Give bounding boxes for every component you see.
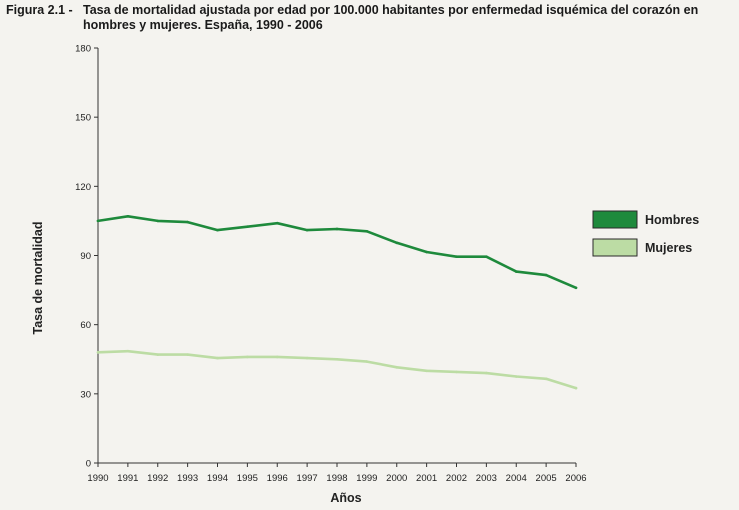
y-axis-title: Tasa de mortalidad [31, 222, 45, 335]
data-point-mujeres [246, 355, 249, 359]
data-point-mujeres [275, 355, 279, 359]
x-tick-label: 1997 [297, 473, 318, 484]
series-line-mujeres [96, 349, 578, 390]
y-tick-label: 180 [75, 44, 91, 55]
y-tick-label: 90 [80, 251, 91, 262]
data-point-hombres [455, 255, 458, 258]
data-point-mujeres [485, 371, 488, 375]
data-point-mujeres [425, 369, 428, 373]
data-point-mujeres [574, 386, 578, 390]
x-tick-label: 1995 [237, 473, 258, 484]
y-tick-label: 120 [75, 182, 91, 193]
data-point-mujeres [335, 357, 339, 361]
x-tick-label: 2001 [416, 473, 437, 484]
data-point-mujeres [455, 370, 458, 374]
y-tick-label: 30 [80, 389, 91, 400]
x-tick-label: 1990 [87, 473, 108, 484]
data-point-hombres [574, 286, 578, 290]
x-tick-label: 2006 [565, 473, 586, 484]
data-point-hombres [485, 255, 488, 258]
data-point-mujeres [544, 377, 548, 381]
x-tick-label: 2002 [446, 473, 467, 484]
x-tick-label: 1991 [117, 473, 138, 484]
data-point-hombres [514, 270, 518, 273]
x-tick-label: 1994 [207, 473, 228, 484]
data-point-hombres [544, 273, 548, 277]
legend-swatch-mujeres [592, 238, 638, 257]
data-point-hombres [126, 215, 130, 218]
data-point-mujeres [126, 349, 130, 353]
data-point-mujeres [186, 353, 189, 356]
x-tick-label: 1996 [267, 473, 288, 484]
x-tick-label: 1999 [356, 473, 377, 484]
legend-label-hombres: Hombres [645, 213, 699, 227]
y-tick-label: 150 [75, 113, 91, 124]
data-point-hombres [305, 228, 309, 232]
y-tick-label: 60 [80, 320, 91, 331]
data-point-hombres [156, 219, 160, 223]
data-point-hombres [216, 228, 219, 232]
title-line-1: Tasa de mortalidad ajustada por edad por… [83, 3, 699, 17]
x-tick-label: 1992 [147, 473, 168, 484]
y-tick-label: 0 [86, 459, 91, 470]
x-tick-label: 1998 [326, 473, 347, 484]
x-tick-label: 2004 [506, 473, 527, 484]
data-point-hombres [246, 225, 249, 228]
data-point-mujeres [96, 351, 100, 354]
data-point-hombres [365, 229, 369, 233]
data-point-hombres [335, 227, 339, 231]
data-point-hombres [96, 219, 100, 223]
data-point-hombres [425, 250, 428, 254]
data-point-mujeres [514, 375, 518, 378]
data-point-mujeres [365, 360, 369, 363]
figure-number: Figura 2.1 - [6, 3, 73, 17]
legend-label-mujeres: Mujeres [645, 241, 692, 255]
data-point-mujeres [305, 356, 309, 360]
legend-swatch-hombres [592, 210, 638, 229]
data-point-hombres [395, 241, 399, 245]
x-tick-label: 1993 [177, 473, 198, 484]
x-axis-title: Años [330, 491, 361, 505]
x-tick-label: 2003 [476, 473, 497, 484]
data-point-hombres [275, 221, 279, 225]
data-point-hombres [186, 220, 189, 224]
title-line-2: hombres y mujeres. España, 1990 - 2006 [83, 18, 323, 32]
series-line-hombres [96, 215, 578, 290]
data-point-mujeres [156, 353, 160, 356]
series-lines [96, 215, 578, 390]
data-point-mujeres [395, 366, 399, 369]
x-tick-label: 2000 [386, 473, 407, 484]
data-point-mujeres [216, 356, 219, 360]
axes: 0 30 60 90 120 150 180 1990 1991 1992 1993 1994 1995… [75, 44, 586, 485]
legend: Hombres Mujeres [592, 210, 699, 257]
x-tick-label: 2005 [536, 473, 557, 484]
